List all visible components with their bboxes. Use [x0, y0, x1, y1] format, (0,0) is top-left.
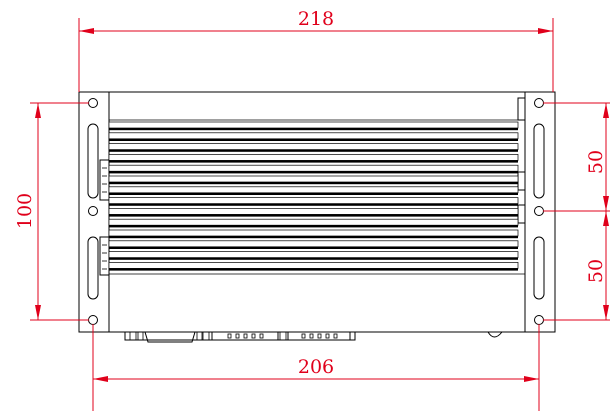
- serial-port-3: [287, 331, 351, 341]
- heatsink-fin-shadow: [109, 246, 518, 249]
- heatsink-fin-shadow: [109, 182, 518, 185]
- mount-hole-top-right: [534, 98, 544, 108]
- heatsink-fin-shadow: [109, 225, 518, 228]
- mount-hole-top-left: [88, 98, 98, 108]
- connector-pin: [333, 333, 338, 339]
- serial-port-2: [211, 331, 279, 341]
- dimension-hole-spacing-vertical: 100: [14, 102, 89, 321]
- dimension-label-50-upper: 50: [585, 150, 607, 174]
- io-connector-rail: [124, 331, 503, 343]
- heatsink-fin-shadow: [109, 236, 518, 239]
- heatsink-fin-shadow: [109, 203, 518, 206]
- dimension-overall-width: 218: [78, 8, 554, 92]
- heatsink-fin-shadow: [109, 160, 518, 163]
- left-mounting-bracket: [78, 91, 110, 333]
- bracket-slot-lower-right: [533, 236, 545, 300]
- dimension-label-50-lower: 50: [585, 259, 607, 283]
- side-latch-upper: [99, 159, 110, 201]
- heatsink-fins: [108, 121, 519, 271]
- heatsink-fin: [108, 154, 519, 161]
- mount-hole-bottom-left: [88, 315, 98, 325]
- heatsink-fin: [108, 229, 519, 237]
- heatsink-fin: [108, 175, 519, 183]
- heatsink-fin: [108, 164, 519, 172]
- heatsink-fin-shadow: [109, 138, 518, 141]
- heatsink-fin-shadow: [109, 171, 518, 174]
- connector-pin: [235, 333, 240, 339]
- connector-pin: [251, 333, 256, 339]
- heatsink-fin: [108, 121, 519, 129]
- heatsink-fin-shadow: [109, 149, 518, 152]
- heatsink-fin: [108, 218, 519, 226]
- heatsink-fin-shadow: [109, 192, 518, 195]
- connector-pin: [227, 333, 232, 339]
- connector-pin: [301, 333, 306, 339]
- heatsink-fin-shadow: [109, 268, 518, 271]
- right-mounting-bracket: [524, 91, 556, 333]
- serial-port-1: [137, 331, 203, 343]
- heatsink-fin: [108, 208, 519, 215]
- dimension-hole-spacing-horizontal: 206: [92, 324, 540, 411]
- connector-pin: [259, 333, 264, 339]
- bracket-slot-upper-left: [87, 123, 99, 199]
- heatsink-fin: [108, 240, 519, 248]
- dimension-label-218: 218: [298, 8, 334, 30]
- heatsink-fin-shadow: [109, 128, 518, 131]
- mount-hole-middle-left: [88, 206, 98, 216]
- heatsink-fin: [108, 262, 519, 269]
- dimension-half-spacings: 50 50: [543, 102, 610, 321]
- antenna-connector: [487, 331, 503, 338]
- heatsink-fin: [108, 251, 519, 258]
- connector-pin: [325, 333, 330, 339]
- heatsink-fin: [108, 186, 519, 194]
- mount-hole-bottom-right: [534, 315, 544, 325]
- bracket-slot-lower-left: [87, 236, 99, 300]
- heatsink-fin: [108, 197, 519, 204]
- dimension-label-206: 206: [298, 356, 334, 378]
- connector-pin: [309, 333, 314, 339]
- connector-pin: [243, 333, 248, 339]
- heatsink-fin: [108, 132, 519, 140]
- bracket-slot-upper-right: [533, 123, 545, 199]
- mount-hole-middle-right: [534, 206, 544, 216]
- heatsink-fin-shadow: [109, 214, 518, 217]
- connector-pin: [317, 333, 322, 339]
- heatsink-fin-shadow: [109, 257, 518, 260]
- dimension-label-100: 100: [14, 193, 36, 229]
- heatsink-fin: [108, 143, 519, 150]
